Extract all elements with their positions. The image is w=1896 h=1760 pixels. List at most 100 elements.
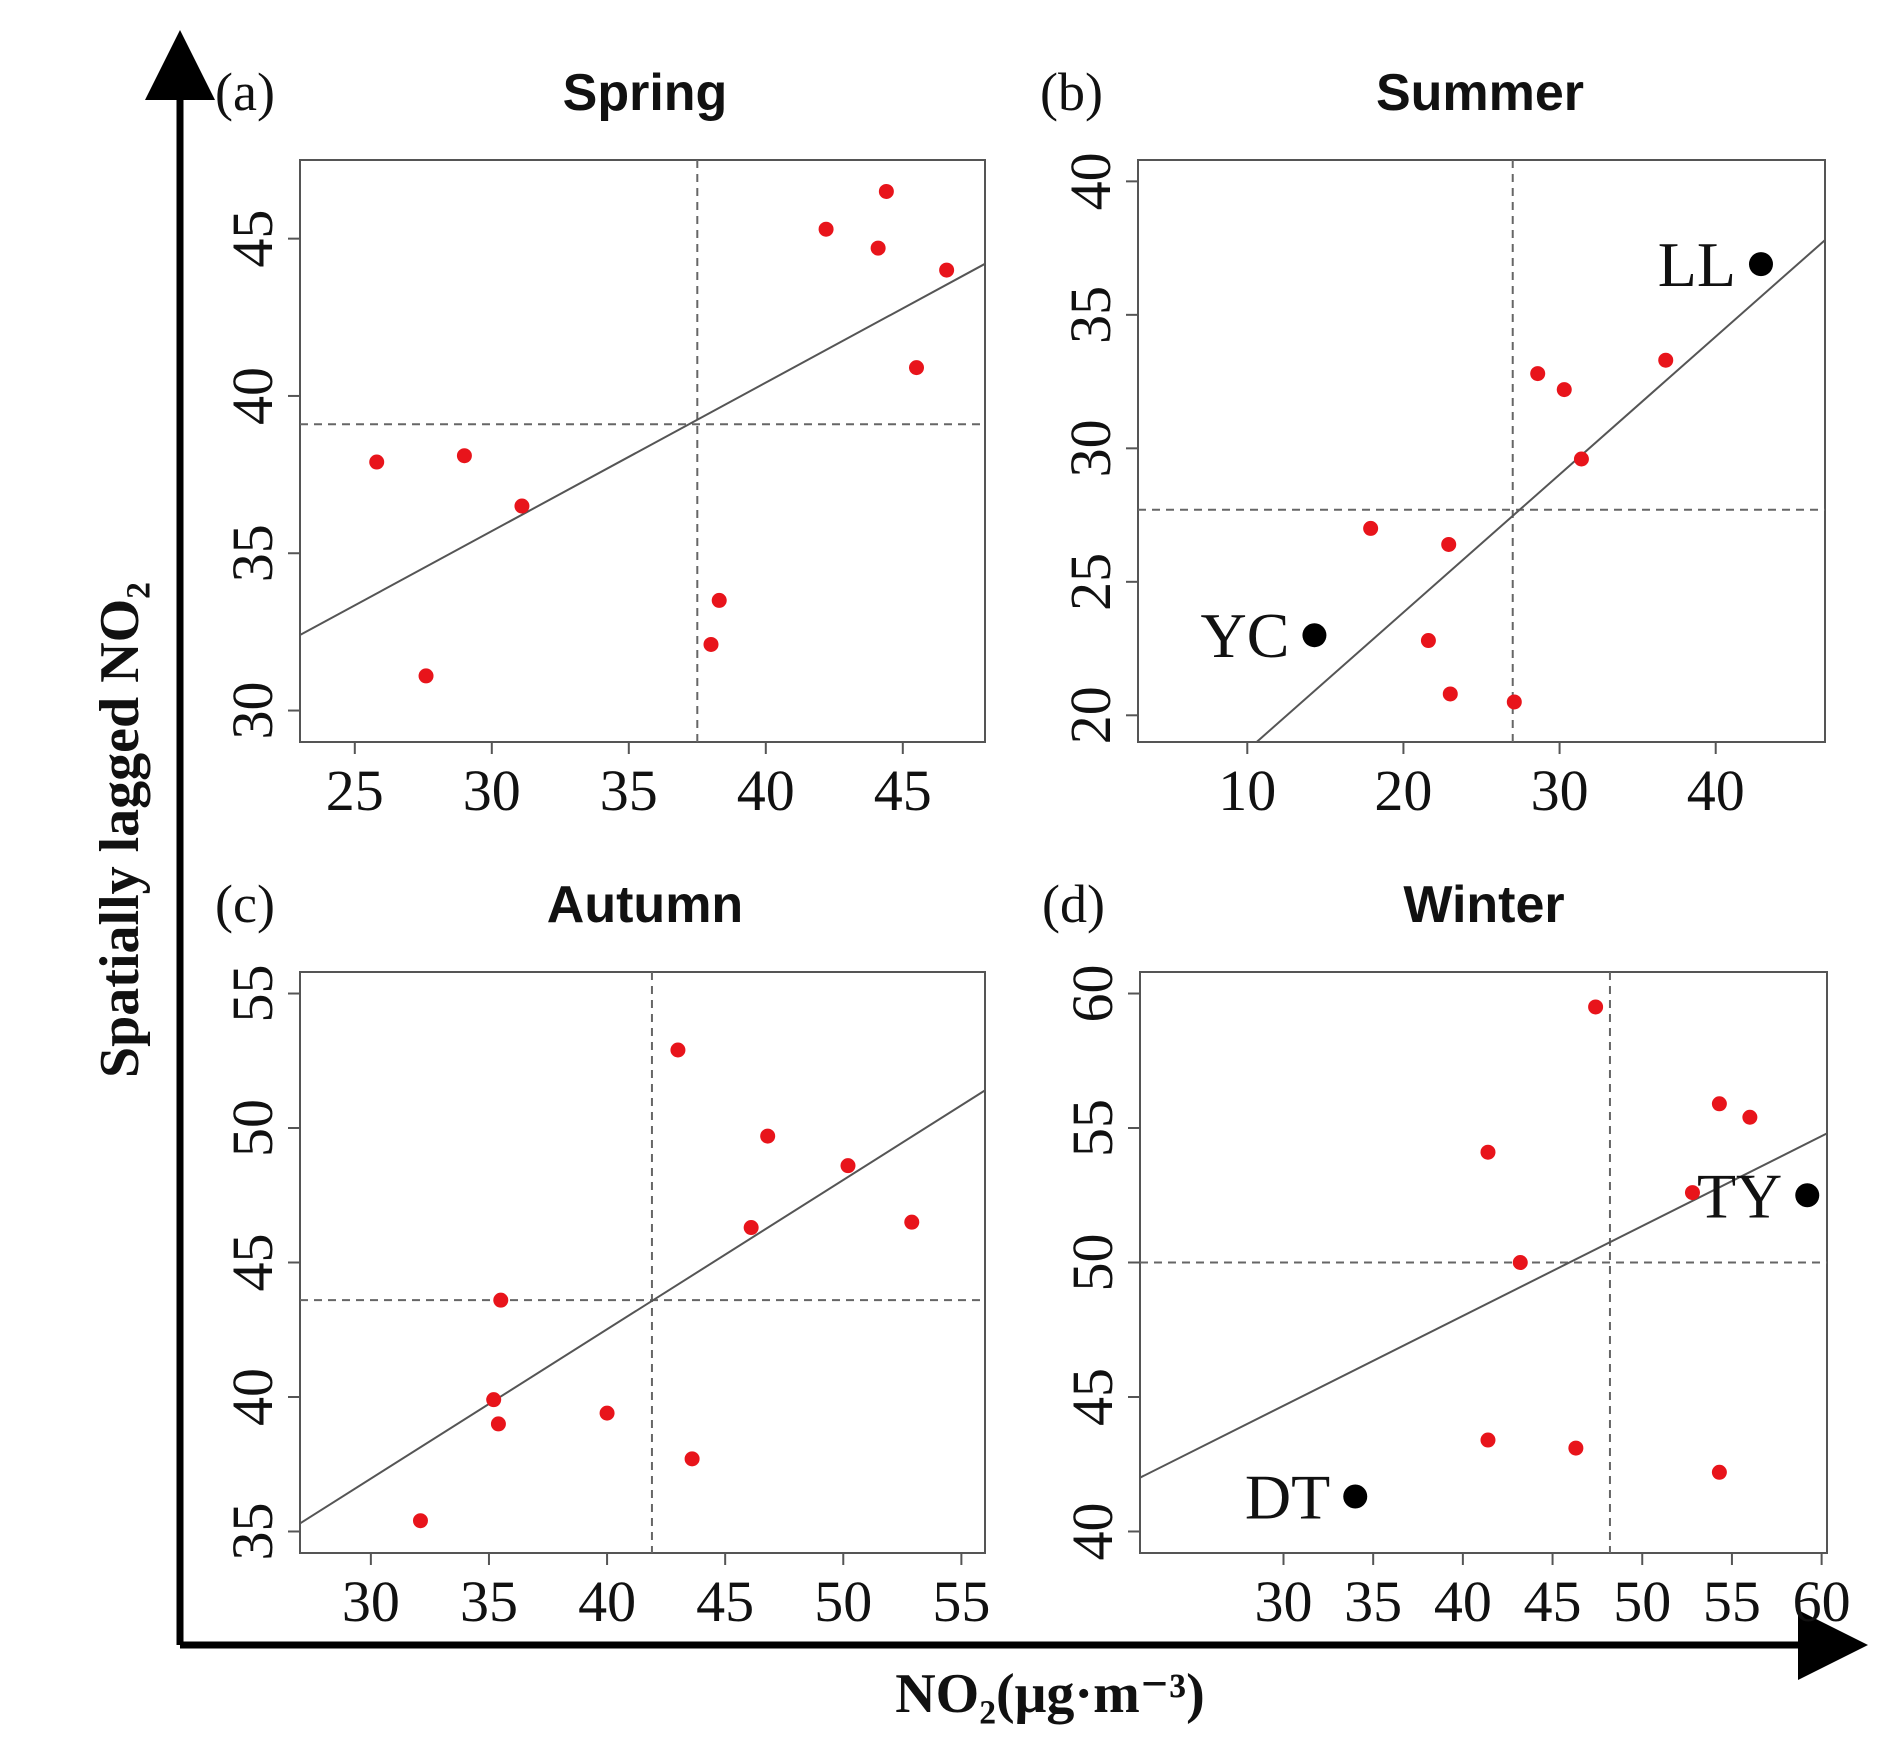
x-tick-label: 60 [1793, 1569, 1851, 1634]
panel-title: Spring [563, 64, 728, 122]
data-point [670, 1042, 686, 1058]
y-tick-label: 35 [1058, 286, 1123, 344]
data-point [1568, 1440, 1584, 1456]
data-point [870, 240, 886, 256]
x-tick-label: 50 [1613, 1569, 1671, 1634]
data-point [1480, 1432, 1496, 1448]
panel-summer: Summer (b) 10 20 30 40 20 25 30 35 40 YC LL [1040, 62, 1826, 823]
data-point [490, 1416, 506, 1432]
panel-title: Winter [1403, 876, 1564, 934]
data-point [1480, 1144, 1496, 1160]
panel-label: (c) [215, 874, 275, 934]
data-point [878, 183, 894, 199]
point-label: TY [1697, 1160, 1782, 1231]
x-tick-label: 55 [1703, 1569, 1761, 1634]
y-axis-title: Spatially lagged NO₂ [89, 582, 151, 1078]
data-point [493, 1292, 509, 1308]
data-point [939, 262, 955, 278]
x-tick-label: 35 [460, 1569, 518, 1634]
data-point [703, 636, 719, 652]
x-tick-label: 40 [578, 1569, 636, 1634]
point-label: YC [1201, 600, 1290, 671]
data-point [909, 360, 924, 376]
data-point [456, 448, 472, 464]
data-point [1441, 536, 1457, 552]
panel-title: Autumn [547, 876, 743, 934]
data-point [514, 498, 530, 514]
highlight-point [1302, 623, 1327, 648]
x-tick-label: 45 [1524, 1569, 1582, 1634]
data-point [599, 1405, 615, 1421]
data-point [904, 1214, 920, 1230]
data-point [840, 1158, 856, 1174]
data-point [684, 1451, 700, 1467]
regression-line [299, 262, 986, 636]
plot-frame [1137, 159, 1826, 743]
data-point [412, 1513, 428, 1529]
data-point [1556, 382, 1572, 398]
panel-winter: Winter (d) 30 35 40 45 50 55 60 40 45 50 55 60 DT TY [1042, 874, 1851, 1634]
data-point [369, 454, 385, 470]
plot-frame [299, 971, 986, 1554]
y-tick-label: 40 [1058, 152, 1123, 210]
highlight-point [1795, 1183, 1820, 1208]
data-point [1442, 686, 1458, 702]
data-point [1363, 520, 1379, 536]
data-point [486, 1392, 502, 1408]
y-tick-label: 50 [220, 1099, 285, 1157]
x-tick-label: 40 [1687, 758, 1745, 823]
data-point [743, 1220, 759, 1236]
data-point [1742, 1109, 1758, 1125]
x-tick-label: 35 [1344, 1569, 1402, 1634]
panel-label: (a) [215, 62, 275, 122]
data-point [1573, 451, 1589, 467]
data-point [1684, 1185, 1700, 1201]
data-point [1588, 999, 1604, 1015]
panel-autumn: Autumn (c) 30 35 40 45 50 55 35 40 45 50 55 [215, 874, 990, 1634]
y-tick-label: 50 [1060, 1234, 1125, 1292]
x-tick-label: 45 [874, 758, 932, 823]
highlight-point [1748, 252, 1773, 277]
data-point [711, 592, 727, 608]
data-point [1506, 694, 1522, 710]
data-point [1420, 633, 1436, 649]
y-tick-label: 30 [220, 682, 285, 740]
panel-label: (d) [1042, 874, 1105, 934]
panel-label: (b) [1040, 62, 1103, 122]
data-point [1512, 1255, 1528, 1270]
point-label: LL [1658, 229, 1736, 300]
regression-line [1256, 239, 1826, 743]
highlight-point [1343, 1484, 1368, 1509]
x-tick-label: 40 [737, 758, 795, 823]
x-tick-label: 35 [600, 758, 658, 823]
x-tick-label: 45 [696, 1569, 754, 1634]
y-tick-label: 35 [220, 524, 285, 582]
x-tick-label: 10 [1218, 758, 1276, 823]
panels: Spring (a) 25 30 35 40 45 30 35 40 45 Summer (b) 10 20… [215, 62, 1851, 1634]
data-point [818, 221, 834, 237]
regression-line [299, 1089, 986, 1525]
data-point [760, 1128, 776, 1144]
y-tick-label: 55 [220, 965, 285, 1023]
y-tick-label: 45 [1060, 1368, 1125, 1426]
y-tick-label: 45 [220, 210, 285, 268]
x-tick-label: 55 [932, 1569, 990, 1634]
y-tick-label: 25 [1058, 553, 1123, 611]
y-tick-label: 40 [220, 1368, 285, 1426]
y-tick-label: 45 [220, 1234, 285, 1292]
panel-spring: Spring (a) 25 30 35 40 45 30 35 40 45 [215, 62, 986, 823]
x-tick-label: 30 [463, 758, 521, 823]
data-point [1711, 1096, 1727, 1112]
y-tick-label: 30 [1058, 419, 1123, 477]
x-tick-label: 30 [1254, 1569, 1312, 1634]
y-tick-label: 35 [220, 1502, 285, 1560]
panel-title: Summer [1376, 64, 1584, 122]
y-tick-label: 40 [220, 367, 285, 425]
x-tick-label: 30 [342, 1569, 400, 1634]
plot-frame [299, 159, 986, 743]
x-tick-label: 20 [1374, 758, 1432, 823]
x-tick-label: 25 [326, 758, 384, 823]
y-tick-label: 55 [1060, 1099, 1125, 1157]
y-tick-label: 20 [1058, 686, 1123, 744]
